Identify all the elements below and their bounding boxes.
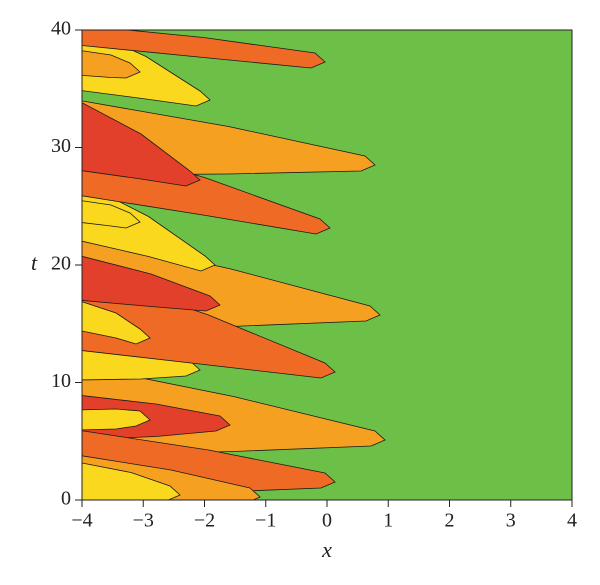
- x-tick-label: 2: [445, 510, 455, 532]
- x-tick-label: 3: [506, 510, 516, 532]
- x-axis-label: x: [321, 537, 332, 562]
- y-tick-label: 30: [51, 135, 71, 157]
- x-tick-label: −1: [255, 510, 276, 532]
- contour-region: [82, 255, 221, 312]
- x-tick-label: 4: [567, 510, 577, 532]
- x-tick-label: −3: [133, 510, 154, 532]
- contour-region: [82, 408, 151, 431]
- contour-region: [82, 182, 216, 272]
- y-tick-label: 40: [51, 18, 71, 40]
- x-tick-label: −2: [194, 510, 215, 532]
- contour-region: [82, 301, 151, 345]
- contour-region: [82, 462, 181, 500]
- contour-region: [82, 30, 326, 69]
- y-tick-label: 20: [51, 253, 71, 275]
- x-tick-label: 0: [322, 510, 332, 532]
- contour-region: [82, 50, 141, 79]
- x-tick-label: −4: [71, 510, 92, 532]
- y-tick-label: 0: [61, 488, 71, 510]
- x-tick-label: 1: [383, 510, 393, 532]
- contour-region: [82, 200, 141, 229]
- contour-region: [82, 102, 201, 187]
- contour-field: [82, 30, 572, 500]
- y-tick-label: 10: [51, 370, 71, 392]
- y-axis-label: t: [31, 250, 38, 275]
